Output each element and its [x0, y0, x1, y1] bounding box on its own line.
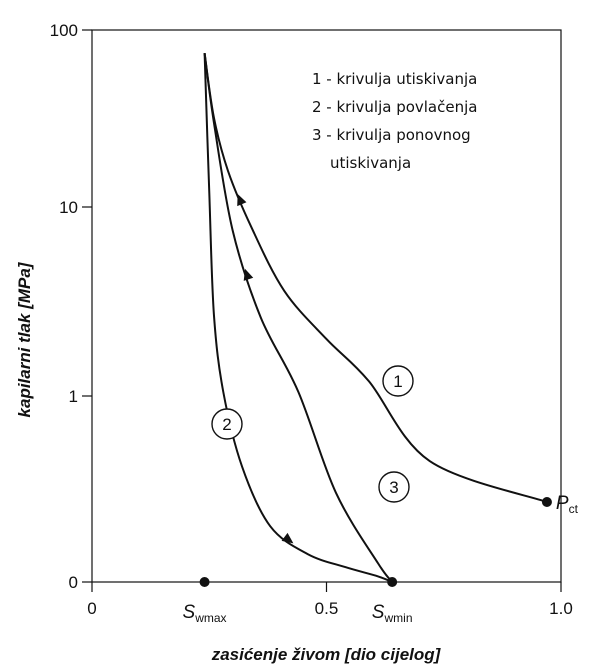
legend-entry-3-cont: utiskivanja [330, 154, 411, 172]
y-tick-label: 1 [69, 387, 78, 406]
y-tick-label: 100 [50, 21, 78, 40]
x-tick-label: 1.0 [549, 599, 573, 618]
y-axis: 100 10 1 0 [50, 21, 92, 592]
x-tick-label: 0.5 [315, 599, 339, 618]
curve-2-badge [211, 408, 243, 440]
curve-1-badge-label: 1 [393, 372, 402, 391]
point-wmax [199, 577, 210, 587]
legend-entry-2: 2 - krivulja povlačenja [312, 98, 477, 116]
curve-3-badge [378, 471, 410, 503]
x-axis-title: zasićenje živom [dio cijelog] [211, 645, 442, 664]
marks-layer: 1 2 3 Swmax Swmin Pct [183, 365, 579, 625]
point-ct-label: Pct [556, 493, 579, 516]
curve-2-arrow [281, 532, 294, 544]
y-tick-label: 10 [59, 198, 78, 217]
curves-layer [203, 52, 548, 583]
legend-entry-1: 1 - krivulja utiskivanja [312, 70, 477, 88]
curve-3-arrow [243, 268, 254, 281]
curve-3 [203, 52, 393, 583]
point-ct [541, 497, 552, 508]
point-wmax-label: Swmax [183, 602, 227, 625]
curve-1-badge [382, 365, 414, 397]
point-wmin-label: Swmin [372, 602, 413, 625]
curve-2-badge-label: 2 [222, 415, 231, 434]
curve-2 [203, 53, 393, 583]
y-axis-title: kapilarni tlak [MPa] [15, 261, 34, 417]
x-axis: 0 0.5 1.0 [87, 582, 573, 618]
point-wmin [387, 577, 398, 587]
legend-entry-3: 3 - krivulja ponovnog [312, 126, 471, 144]
curve-3-badge-label: 3 [389, 478, 398, 497]
legend: 1 - krivulja utiskivanja 2 - krivulja po… [312, 70, 477, 172]
curve-1 [203, 52, 548, 503]
y-tick-label: 0 [69, 573, 78, 592]
curve-1-arrow [237, 194, 247, 207]
x-tick-label: 0 [87, 599, 96, 618]
